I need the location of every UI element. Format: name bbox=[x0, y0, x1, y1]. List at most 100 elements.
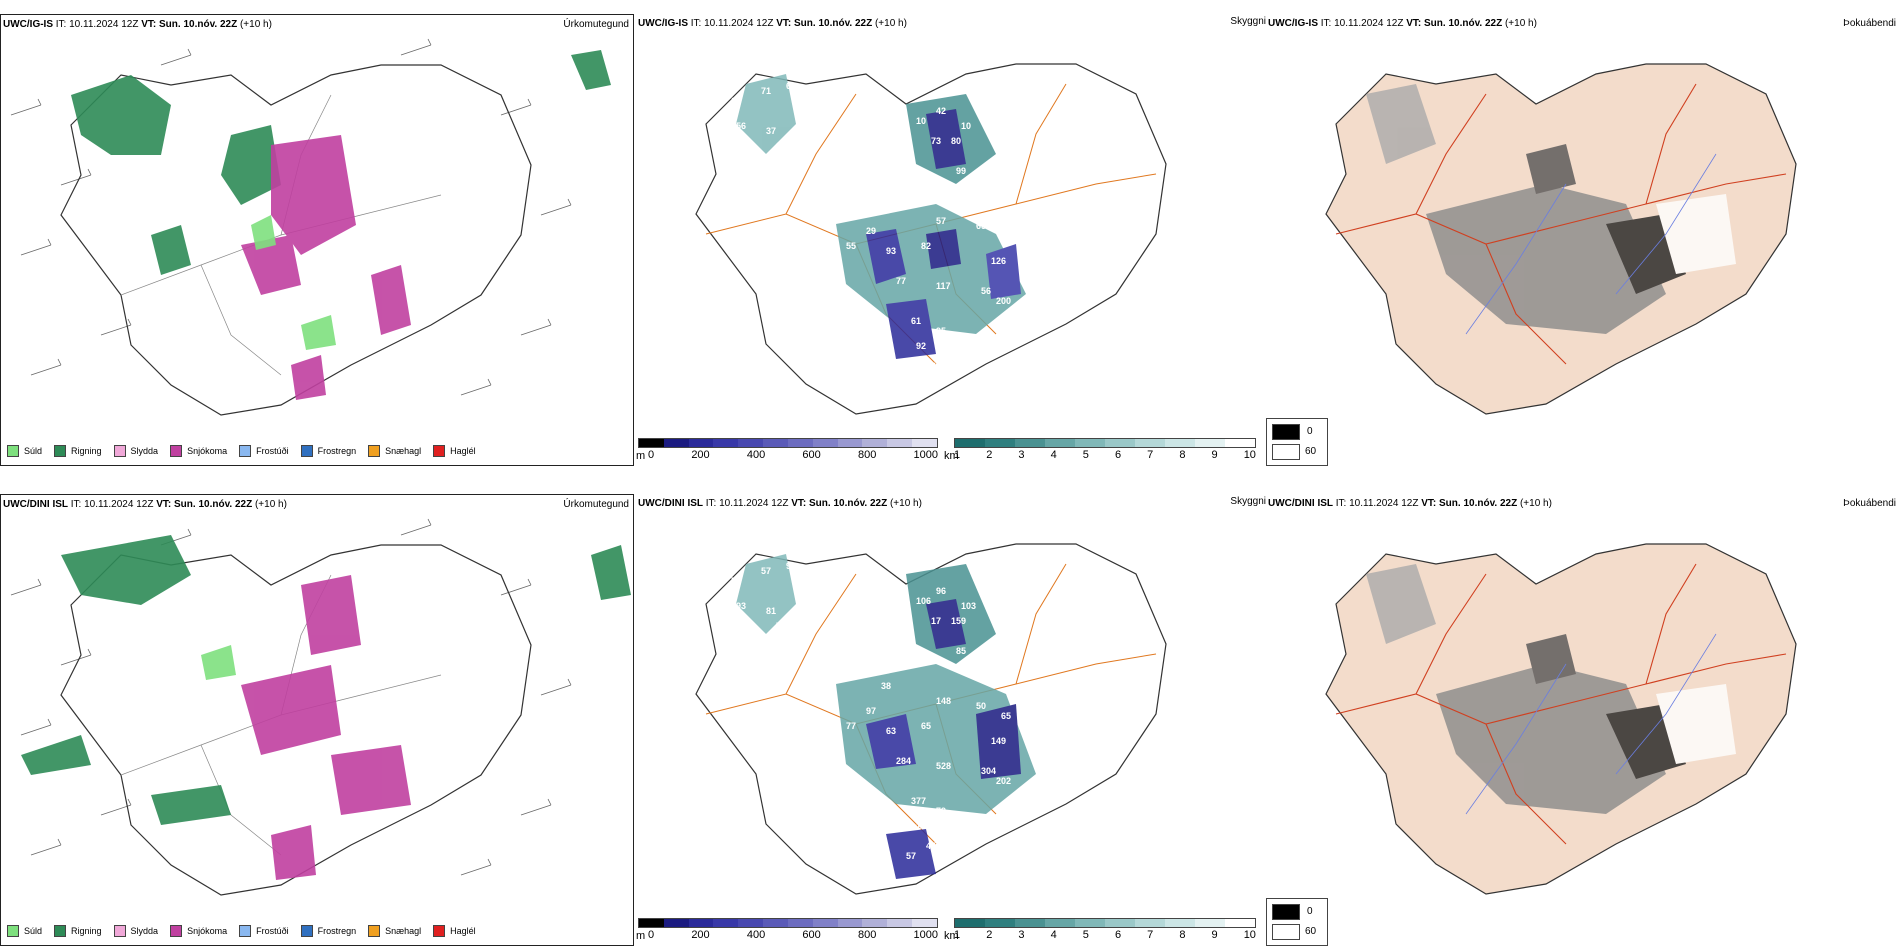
colorbar-tick: 5 bbox=[1082, 929, 1089, 941]
visibility-value-label: 159 bbox=[951, 616, 966, 626]
precip-snow bbox=[241, 135, 411, 400]
km-bar-unit: km bbox=[944, 930, 959, 942]
precip-drizzle bbox=[201, 645, 236, 680]
legend-item: Súld bbox=[7, 445, 42, 457]
precip-legend: Súld Rigning Slydda Snjókoma Frostúði Frostre… bbox=[7, 925, 476, 937]
legend-item: Frostregn bbox=[300, 925, 357, 937]
vt-label: VT: bbox=[1406, 18, 1422, 29]
valid-time: Sun. 10.nóv. 22Z bbox=[794, 18, 873, 29]
visibility-value-label: 45 bbox=[926, 841, 936, 851]
colorbar-tick: 800 bbox=[857, 929, 877, 941]
visibility-value-label: 103 bbox=[961, 601, 976, 611]
visibility-value-label: 79 bbox=[936, 806, 946, 816]
panel-title: Úrkomutegund bbox=[563, 19, 629, 30]
legend-swatch bbox=[433, 445, 446, 457]
colorbar-tick: 3 bbox=[1018, 449, 1025, 461]
visibility-value-label: 81 bbox=[766, 606, 776, 616]
colorbar-cell bbox=[812, 919, 838, 927]
lead-time: (+10 h) bbox=[254, 499, 287, 510]
colorbar-tick: 800 bbox=[857, 449, 877, 461]
visibility-value-label: 304 bbox=[981, 766, 996, 776]
valid-time: Sun. 10.nóv. 22Z bbox=[809, 498, 888, 509]
visibility-value-label: 106 bbox=[916, 596, 931, 606]
visibility-panel-row2: UWC/DINI ISL IT: 10.11.2024 12Z VT: Sun.… bbox=[636, 494, 1270, 946]
colorbar-tick: 4 bbox=[1050, 449, 1057, 461]
legend-label: Frostregn bbox=[317, 926, 357, 936]
init-time: 10.11.2024 12Z bbox=[1349, 498, 1419, 509]
legend-swatch bbox=[368, 925, 381, 937]
colorbar-cell bbox=[787, 919, 813, 927]
visibility-value-label: 17 bbox=[931, 616, 941, 626]
visibility-value-label: 96 bbox=[936, 586, 946, 596]
legend-label: Haglél bbox=[450, 926, 476, 936]
fog-shading bbox=[1366, 564, 1736, 814]
fog-map bbox=[1325, 543, 1797, 895]
visibility-value-label: 10 bbox=[961, 121, 971, 131]
precip-snow bbox=[241, 575, 411, 880]
colorbar-cell bbox=[639, 439, 664, 447]
legend-swatch bbox=[7, 445, 19, 457]
legend-swatch bbox=[54, 925, 67, 937]
panel-title: Úrkomutegund bbox=[563, 499, 629, 510]
panel-title: Þokuábendi bbox=[1843, 18, 1896, 29]
colorbar-cell bbox=[1195, 919, 1225, 927]
fog-legend-light-label: 60 bbox=[1305, 446, 1317, 457]
vt-label: VT: bbox=[1421, 498, 1437, 509]
visibility-value-label: 52 bbox=[906, 371, 916, 381]
rivers bbox=[1465, 153, 1717, 335]
colorbar-cell bbox=[837, 439, 863, 447]
rivers bbox=[1465, 633, 1717, 815]
visibility-value-label: 117 bbox=[936, 281, 951, 291]
visibility-value-label: 82 bbox=[921, 241, 931, 251]
colorbar-cell bbox=[1225, 439, 1255, 447]
precip-legend: Súld Rigning Slydda Snjókoma Frostúði Frostre… bbox=[7, 445, 476, 457]
colorbar-tick: 4 bbox=[1050, 929, 1057, 941]
legend-label: Snjókoma bbox=[187, 926, 228, 936]
fog-legend-dark-label: 0 bbox=[1307, 906, 1313, 917]
model-name: UWC/DINI ISL bbox=[3, 499, 68, 510]
colorbar-tick: 6 bbox=[1114, 929, 1122, 941]
visibility-value-label: 10 bbox=[916, 116, 926, 126]
legend-label: Rigning bbox=[71, 926, 102, 936]
colorbar-cell bbox=[812, 439, 838, 447]
legend-label: Frostregn bbox=[317, 446, 357, 456]
visibility-value-label: 528 bbox=[936, 761, 951, 771]
colorbar-tick: 1 bbox=[954, 929, 961, 941]
lead-time: (+10 h) bbox=[874, 18, 907, 29]
legend-swatch bbox=[54, 445, 67, 457]
visibility-value-label: 93 bbox=[736, 601, 746, 611]
colorbar-cell bbox=[1015, 919, 1045, 927]
colorbar-cell bbox=[887, 919, 913, 927]
legend-label: Frostúði bbox=[256, 926, 289, 936]
colorbar-cell bbox=[912, 919, 937, 927]
colorbar-cell bbox=[985, 439, 1015, 447]
colorbar-cell bbox=[1105, 439, 1135, 447]
colorbar-tick: 1000 bbox=[913, 929, 938, 941]
panel-header: UWC/DINI ISL IT: 10.11.2024 12Z VT: Sun.… bbox=[3, 499, 287, 510]
valid-time: Sun. 10.nóv. 22Z bbox=[174, 499, 253, 510]
colorbar-tick: 9 bbox=[1211, 929, 1218, 941]
visibility-value-label: 149 bbox=[991, 736, 1006, 746]
colorbar-tick: 1 bbox=[954, 449, 961, 461]
legend-swatch bbox=[300, 445, 313, 457]
it-label: IT: bbox=[1335, 498, 1347, 509]
colorbar-tick: 3 bbox=[1018, 929, 1025, 941]
legend-label: Haglél bbox=[450, 446, 476, 456]
colorbar-cell bbox=[639, 919, 664, 927]
visibility-value-label: 73 bbox=[931, 136, 941, 146]
colorbar-tick: 400 bbox=[746, 929, 766, 941]
visibility-value-label: 65 bbox=[921, 721, 931, 731]
lead-time: (+10 h) bbox=[1519, 498, 1552, 509]
visibility-value-label: 72 bbox=[776, 621, 786, 631]
colorbar-cell bbox=[1015, 439, 1045, 447]
colorbar-tick: 600 bbox=[802, 929, 821, 941]
legend-label: Frostúði bbox=[256, 446, 289, 456]
colorbar-cell bbox=[985, 919, 1015, 927]
legend-item: Frostúði bbox=[239, 445, 289, 457]
colorbar-cell bbox=[955, 439, 985, 447]
colorbar-tick: 8 bbox=[1179, 929, 1186, 941]
colorbar-tick: 7 bbox=[1147, 929, 1154, 941]
colorbar-cell bbox=[862, 919, 888, 927]
visibility-value-label: 77 bbox=[846, 721, 856, 731]
